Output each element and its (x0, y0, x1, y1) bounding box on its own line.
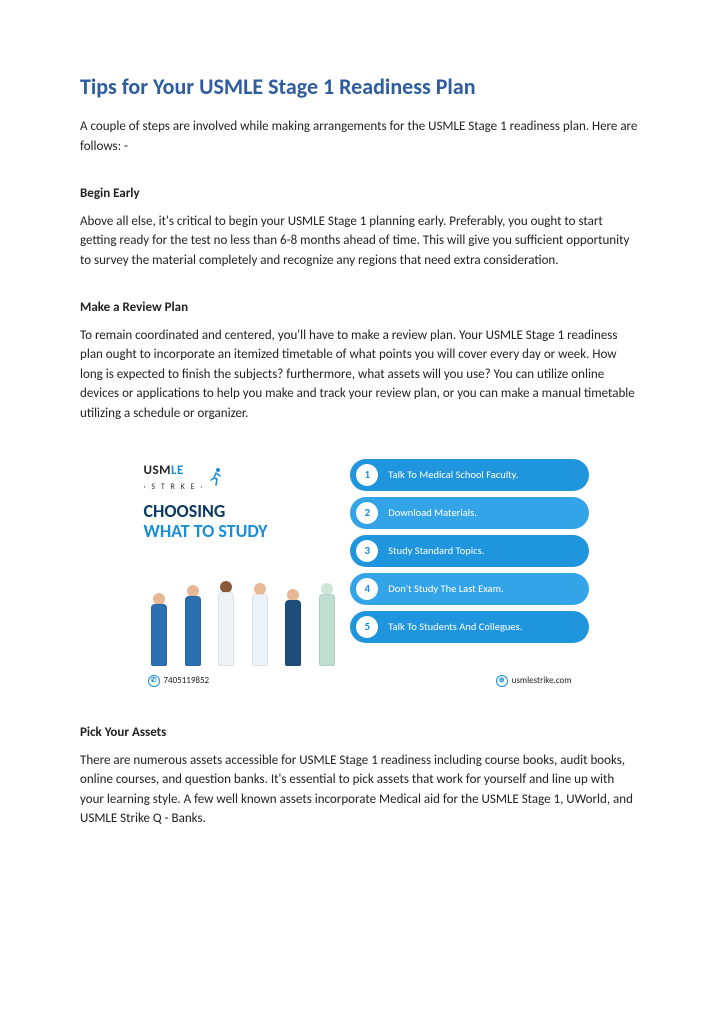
tip-pill: 2 Download Materials. (350, 497, 589, 529)
pill-label: Study Standard Topics. (388, 545, 484, 557)
tip-pill: 5 Talk To Students And Collegues. (350, 611, 589, 643)
tip-pill: 3 Study Standard Topics. (350, 535, 589, 567)
infographic: USMLE · S T R K E · CHOOSING WHAT TO STU… (130, 451, 590, 693)
person-figure (244, 583, 275, 666)
logo-subtext: · S T R K E · (144, 481, 205, 493)
phone-contact: ✆ 7405119852 (148, 674, 210, 688)
website-contact: ⊕ usmlestrike.com (496, 674, 572, 688)
logo-text-blue: LE (171, 463, 184, 478)
tip-pill: 1 Talk To Medical School Faculty. (350, 459, 589, 491)
section-body: Above all else, it's critical to begin y… (80, 212, 639, 271)
pill-label: Download Materials. (388, 507, 477, 519)
section-heading: Pick Your Assets (80, 723, 639, 743)
pill-number: 5 (356, 616, 378, 638)
phone-number: 7405119852 (164, 674, 210, 688)
pill-number: 1 (356, 464, 378, 486)
person-figure (210, 581, 241, 666)
pill-number: 2 (356, 502, 378, 524)
logo-text-dark: USM (144, 463, 172, 478)
person-figure (177, 585, 208, 666)
pill-label: Talk To Medical School Faculty. (388, 469, 518, 481)
page-title: Tips for Your USMLE Stage 1 Readiness Pl… (80, 70, 639, 103)
section-body: To remain coordinated and centered, you'… (80, 326, 639, 424)
globe-icon: ⊕ (496, 675, 508, 687)
section-heading: Make a Review Plan (80, 298, 639, 318)
infographic-heading-line2: WHAT TO STUDY (144, 521, 343, 542)
phone-icon: ✆ (148, 675, 160, 687)
section-body: There are numerous assets accessible for… (80, 751, 639, 829)
tip-pill: 4 Don't Study The Last Exam. (350, 573, 589, 605)
section-heading: Begin Early (80, 184, 639, 204)
person-figure (277, 589, 308, 666)
runner-icon (208, 467, 224, 487)
intro-text: A couple of steps are involved while mak… (80, 117, 639, 156)
pill-number: 4 (356, 578, 378, 600)
pill-label: Don't Study The Last Exam. (388, 583, 503, 595)
pill-label: Talk To Students And Collegues. (388, 621, 522, 633)
pill-number: 3 (356, 540, 378, 562)
brand-logo: USMLE · S T R K E · (144, 461, 343, 493)
people-illustration (144, 556, 343, 666)
person-figure (311, 583, 342, 666)
infographic-heading-line1: CHOOSING (144, 501, 343, 522)
website-url: usmlestrike.com (512, 674, 572, 688)
person-figure (144, 593, 175, 666)
